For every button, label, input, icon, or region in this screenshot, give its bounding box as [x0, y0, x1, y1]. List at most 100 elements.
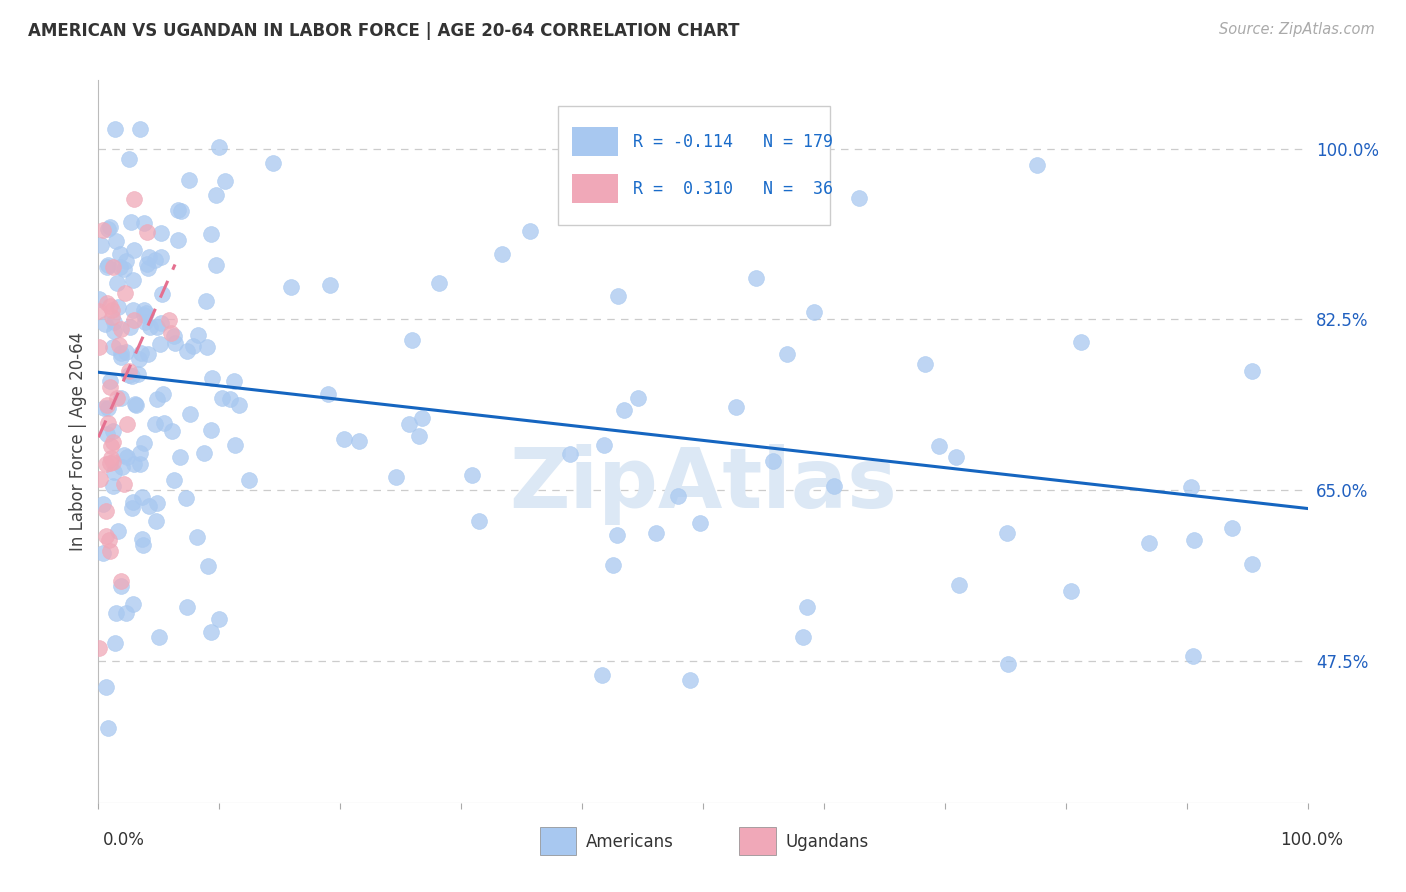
Point: [145, 320, 167, 334]
Point: [333, 432, 356, 446]
Point: [143, 252, 166, 267]
Point: [150, 250, 173, 264]
Point: [491, 246, 513, 260]
Point: [125, 398, 148, 412]
Point: [132, 303, 155, 318]
FancyBboxPatch shape: [572, 174, 619, 203]
Point: [129, 122, 152, 136]
Point: [91, 497, 114, 511]
Point: [319, 277, 342, 292]
Point: [193, 445, 215, 459]
Point: [110, 345, 132, 359]
Text: Americans: Americans: [586, 833, 673, 851]
Point: [262, 156, 284, 170]
Point: [204, 187, 226, 202]
Point: [136, 346, 159, 360]
Point: [101, 310, 124, 324]
Point: [411, 410, 433, 425]
Point: [725, 401, 748, 415]
Text: 0.0%: 0.0%: [103, 831, 145, 849]
Point: [796, 599, 818, 614]
Point: [427, 276, 450, 290]
Point: [96, 398, 118, 412]
Point: [163, 335, 186, 350]
Point: [208, 611, 231, 625]
Point: [87, 641, 110, 656]
Point: [97, 722, 120, 736]
Point: [204, 258, 226, 272]
Point: [398, 417, 420, 431]
Point: [177, 173, 200, 187]
Point: [591, 668, 613, 682]
Point: [207, 140, 229, 154]
Text: Ugandans: Ugandans: [785, 833, 869, 851]
Text: R =  0.310   N =  36: R = 0.310 N = 36: [633, 179, 832, 198]
Point: [186, 530, 208, 544]
Point: [134, 316, 156, 330]
Point: [195, 340, 218, 354]
Point: [94, 529, 117, 543]
Point: [107, 300, 129, 314]
Point: [792, 630, 814, 644]
Point: [101, 434, 124, 449]
Point: [135, 225, 157, 239]
FancyBboxPatch shape: [740, 828, 776, 855]
Point: [98, 456, 121, 470]
Point: [163, 473, 186, 487]
Point: [1025, 158, 1047, 172]
Point: [181, 339, 204, 353]
Point: [91, 546, 114, 560]
Point: [280, 279, 302, 293]
Point: [1241, 557, 1264, 571]
Point: [114, 286, 136, 301]
Point: [150, 226, 173, 240]
Point: [138, 499, 160, 513]
Point: [98, 300, 121, 314]
Point: [169, 450, 191, 465]
Point: [150, 287, 173, 301]
Point: [121, 273, 143, 287]
Point: [1220, 521, 1243, 535]
Point: [152, 387, 174, 401]
FancyBboxPatch shape: [572, 128, 619, 156]
Point: [100, 451, 122, 466]
Point: [108, 338, 131, 352]
Point: [121, 501, 143, 516]
FancyBboxPatch shape: [558, 105, 830, 225]
Point: [1059, 584, 1081, 599]
Point: [1070, 334, 1092, 349]
Point: [136, 257, 159, 271]
Point: [200, 423, 222, 437]
Point: [135, 306, 157, 320]
Point: [89, 340, 111, 354]
Point: [200, 227, 222, 241]
Point: [803, 305, 825, 319]
Point: [91, 223, 114, 237]
Text: Source: ZipAtlas.com: Source: ZipAtlas.com: [1219, 22, 1375, 37]
Point: [94, 681, 117, 695]
Point: [157, 312, 180, 326]
Point: [238, 473, 260, 487]
Point: [153, 416, 176, 430]
Point: [89, 292, 111, 306]
Point: [93, 317, 115, 331]
Point: [121, 369, 143, 384]
Point: [179, 407, 201, 421]
Point: [995, 526, 1018, 541]
Point: [110, 579, 132, 593]
Y-axis label: In Labor Force | Age 20-64: In Labor Force | Age 20-64: [69, 332, 87, 551]
Point: [1137, 536, 1160, 550]
Point: [211, 391, 233, 405]
Point: [107, 276, 129, 290]
Point: [103, 340, 125, 354]
Point: [128, 352, 150, 367]
Point: [776, 347, 799, 361]
Point: [115, 607, 138, 621]
Point: [408, 429, 430, 443]
Point: [98, 543, 121, 558]
Point: [1240, 363, 1263, 377]
Point: [627, 182, 650, 196]
Point: [149, 316, 172, 330]
Point: [145, 514, 167, 528]
Point: [121, 597, 143, 611]
